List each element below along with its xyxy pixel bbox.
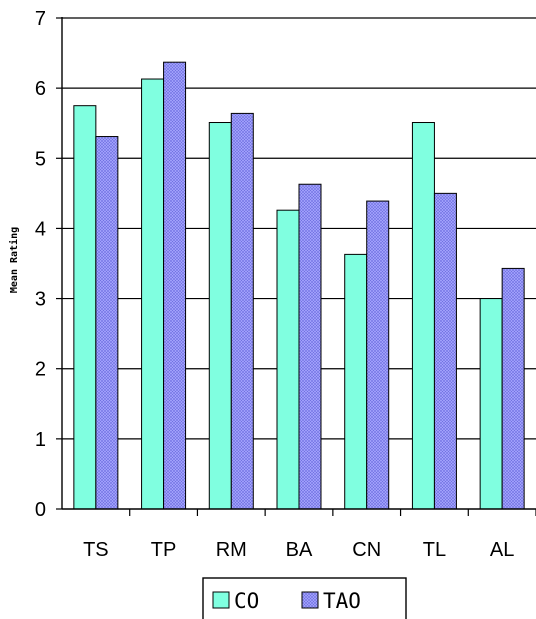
bar-co-tp bbox=[141, 78, 165, 510]
bar-co-ba bbox=[276, 209, 300, 510]
bar-tao-ts bbox=[95, 136, 119, 510]
x-tick-label: AL bbox=[490, 539, 514, 561]
bar-tao-al bbox=[501, 267, 525, 510]
y-tick-label: 4 bbox=[35, 218, 46, 240]
x-tick-labels: TS TP RM BA CN TL AL bbox=[83, 539, 514, 561]
legend-label-tao: TAO bbox=[323, 589, 361, 613]
y-tick-label: 1 bbox=[35, 429, 46, 451]
bars bbox=[73, 61, 525, 510]
bar-co-rm bbox=[208, 122, 232, 510]
y-tick-labels: 0 1 2 3 4 5 6 7 bbox=[35, 8, 46, 521]
bar-tao-ba bbox=[298, 183, 322, 510]
bar-tao-tl bbox=[433, 192, 457, 510]
x-tick-label: TS bbox=[83, 539, 109, 561]
y-tick-label: 6 bbox=[35, 78, 46, 100]
y-axis-label: Mean Rating bbox=[8, 227, 20, 293]
x-tick-label: RM bbox=[216, 539, 247, 561]
bar-tao-tp bbox=[163, 61, 187, 510]
bar-co-ts bbox=[73, 105, 97, 510]
legend-label-co: CO bbox=[234, 589, 259, 613]
bar-tao-cn bbox=[366, 200, 390, 510]
bar-co-al bbox=[479, 298, 503, 510]
bar-tao-rm bbox=[230, 112, 254, 510]
y-tick-label: 5 bbox=[35, 148, 46, 170]
bar-co-cn bbox=[344, 253, 368, 510]
bar-co-tl bbox=[411, 122, 435, 510]
axes bbox=[56, 17, 536, 516]
y-tick-label: 2 bbox=[35, 359, 46, 381]
y-tick-label: 3 bbox=[35, 289, 46, 311]
legend-swatch-tao bbox=[301, 591, 319, 609]
x-tick-label: TL bbox=[423, 539, 446, 561]
x-tick-label: BA bbox=[286, 539, 313, 561]
legend-swatch-co bbox=[212, 591, 230, 609]
y-tick-label: 0 bbox=[35, 499, 46, 521]
legend: CO TAO bbox=[202, 577, 407, 619]
x-tick-label: CN bbox=[352, 539, 381, 561]
x-tick-label: TP bbox=[151, 539, 177, 561]
y-tick-label: 7 bbox=[35, 8, 46, 30]
